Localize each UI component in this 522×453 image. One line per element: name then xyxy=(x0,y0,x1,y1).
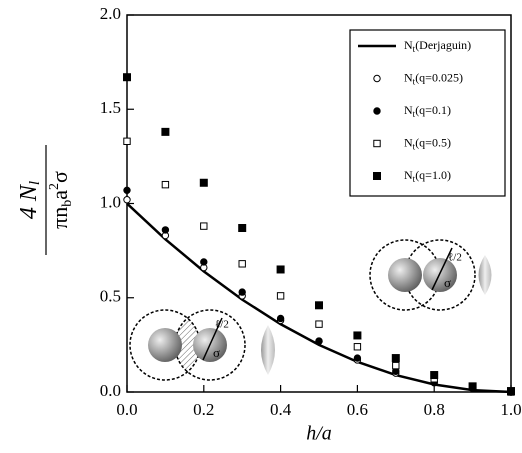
point xyxy=(391,354,400,363)
y-label-den-end: σ xyxy=(47,171,72,183)
point xyxy=(199,178,208,187)
legend-label: Nt(q=0.025) xyxy=(404,70,463,86)
y-label-den-sub: b xyxy=(60,200,75,207)
point xyxy=(468,382,477,391)
y-tick-label: 0.5 xyxy=(100,287,121,306)
svg-text:πnba2σ: πnba2σ xyxy=(47,171,75,229)
point xyxy=(161,226,170,234)
x-tick-label: 0.8 xyxy=(424,400,445,419)
inset-label: ℓ/2 xyxy=(448,252,462,264)
inset-label: σ xyxy=(213,345,220,360)
legend-label: Nt(q=1.0) xyxy=(404,168,451,184)
x-tick-label: 1.0 xyxy=(500,400,521,419)
legend-label: Nt(q=0.1) xyxy=(404,103,451,119)
legend-swatch xyxy=(373,107,381,115)
x-tick-label: 0.4 xyxy=(270,400,292,419)
point xyxy=(123,196,131,204)
x-tick-label: 0.2 xyxy=(193,400,214,419)
inset-label: σ xyxy=(444,275,451,290)
point xyxy=(430,371,439,380)
point xyxy=(315,320,323,328)
y-tick-label: 1.5 xyxy=(100,98,121,117)
point xyxy=(200,222,208,230)
x-tick-label: 0.0 xyxy=(116,400,137,419)
point xyxy=(315,301,323,310)
point xyxy=(353,331,362,340)
y-label-den-rest: a xyxy=(47,190,72,200)
x-tick-label: 0.6 xyxy=(347,400,368,419)
point xyxy=(353,354,362,362)
line xyxy=(126,202,512,394)
point xyxy=(200,258,208,266)
y-axis-label: 4 Nl πnba2σ xyxy=(16,145,75,255)
point xyxy=(161,180,170,189)
point xyxy=(276,292,285,300)
point xyxy=(392,361,400,370)
legend-label: Nt(Derjaguin) xyxy=(404,38,471,54)
legend-label: Nt(q=0.5) xyxy=(404,135,451,151)
legend-swatch xyxy=(373,139,381,148)
y-label-den: πn xyxy=(47,207,72,229)
legend-swatch xyxy=(373,172,381,180)
point xyxy=(123,186,131,195)
x-axis-label: h/a xyxy=(306,423,332,445)
y-label-num: 4 N xyxy=(16,183,42,219)
point xyxy=(507,387,515,396)
svg-text:4 Nl: 4 Nl xyxy=(16,181,44,219)
point xyxy=(238,260,246,268)
point xyxy=(276,265,285,274)
inset-label: ℓ/2 xyxy=(215,319,229,331)
point xyxy=(315,337,323,345)
y-label-num-sub: l xyxy=(27,181,43,185)
y-tick-label: 0.0 xyxy=(100,381,121,400)
inset-right: ℓ/2 σ xyxy=(369,239,492,311)
y-tick-label: 2.0 xyxy=(100,4,121,23)
point xyxy=(123,73,131,82)
point xyxy=(238,288,246,296)
point xyxy=(276,314,285,323)
y-label-den-sup: 2 xyxy=(47,183,62,190)
legend-swatch xyxy=(373,74,381,83)
inset-left: ℓ/2 σ xyxy=(129,309,275,381)
point xyxy=(238,224,247,233)
point xyxy=(353,343,362,351)
point xyxy=(161,127,170,136)
y-tick-label: 1.0 xyxy=(100,192,121,211)
point xyxy=(123,137,131,145)
